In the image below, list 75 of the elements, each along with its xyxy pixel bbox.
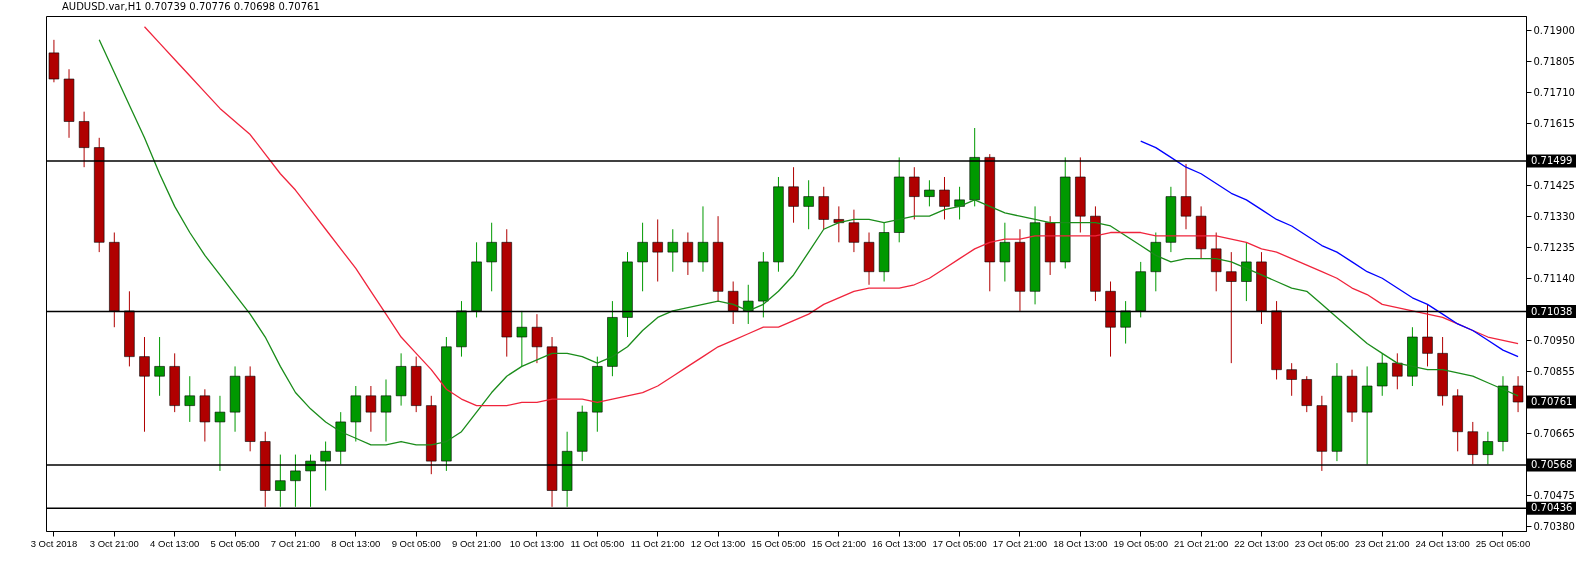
candlestick bbox=[531, 313, 543, 364]
y-tick-label: 0.71900 bbox=[1533, 24, 1575, 36]
x-tick-label: 8 Oct 13:00 bbox=[331, 537, 381, 549]
y-tick-label: 0.70475 bbox=[1533, 489, 1575, 501]
line-series bbox=[1140, 140, 1519, 358]
candlestick bbox=[788, 166, 799, 224]
x-tick-label: 25 Oct 05:00 bbox=[1475, 537, 1531, 549]
x-tick-label: 12 Oct 13:00 bbox=[690, 537, 746, 549]
y-tick-label: 0.71710 bbox=[1533, 86, 1575, 98]
candlestick bbox=[682, 232, 694, 276]
candlestick bbox=[818, 186, 829, 230]
x-tick-label: 24 Oct 13:00 bbox=[1415, 537, 1470, 549]
candlestick bbox=[486, 222, 497, 292]
candlestick bbox=[1210, 232, 1222, 292]
x-tick-label: 23 Oct 05:00 bbox=[1294, 537, 1350, 549]
x-tick-label: 9 Oct 05:00 bbox=[391, 537, 441, 549]
candlestick bbox=[667, 228, 678, 273]
y-tick-label: 0.70950 bbox=[1533, 334, 1575, 346]
x-tick-label: 4 Oct 13:00 bbox=[150, 537, 200, 549]
ref-line-label: 0.71038 bbox=[1531, 305, 1573, 317]
candlestick bbox=[1512, 375, 1524, 413]
y-tick-label: 0.71330 bbox=[1533, 210, 1575, 222]
x-tick-label: 3 Oct 2018 bbox=[30, 537, 78, 549]
x-tick-label: 7 Oct 21:00 bbox=[270, 537, 320, 549]
candlestick bbox=[637, 222, 648, 292]
x-tick-label: 15 Oct 05:00 bbox=[751, 537, 806, 549]
ref-line-label: 0.71499 bbox=[1531, 155, 1573, 166]
y-tick-label: 0.71235 bbox=[1533, 241, 1575, 253]
candlestick bbox=[803, 179, 814, 230]
y-tick-label: 0.71805 bbox=[1533, 55, 1575, 67]
candlestick bbox=[1241, 241, 1252, 302]
x-tick-label: 11 Oct 21:00 bbox=[630, 537, 685, 549]
candlestick bbox=[999, 222, 1011, 282]
text: 0.70761 bbox=[1531, 396, 1573, 408]
x-tick-label: 17 Oct 21:00 bbox=[992, 537, 1048, 549]
candlestick bbox=[833, 205, 845, 243]
x-tick-label: 10 Oct 13:00 bbox=[509, 537, 565, 549]
y-tick-label: 0.71425 bbox=[1533, 179, 1575, 191]
candlestick bbox=[954, 186, 965, 220]
candlestick bbox=[139, 336, 150, 433]
candlestick bbox=[184, 375, 195, 423]
x-tick-label: 17 Oct 05:00 bbox=[932, 537, 987, 549]
x-tick-label: 15 Oct 21:00 bbox=[811, 537, 867, 549]
candlestick bbox=[365, 385, 377, 433]
ref-line-label: 0.70568 bbox=[1531, 459, 1573, 471]
candlestick bbox=[1392, 352, 1403, 390]
x-tick-label: 21 Oct 21:00 bbox=[1173, 537, 1229, 549]
candlestick bbox=[380, 378, 392, 443]
candlestick bbox=[154, 336, 165, 397]
chart-title: AUDUSD.var,H1 0.70739 0.70776 0.70698 0.70761 bbox=[62, 1, 320, 12]
x-tick-label: 18 Oct 13:00 bbox=[1053, 537, 1108, 549]
candlestick bbox=[1377, 352, 1388, 397]
line-series bbox=[143, 26, 1519, 407]
y-tick-label: 0.70665 bbox=[1533, 427, 1575, 439]
candlestick bbox=[939, 176, 950, 220]
y-tick-label: 0.71615 bbox=[1533, 117, 1575, 129]
y-tick-label: 0.71140 bbox=[1533, 272, 1575, 284]
candlestick bbox=[697, 205, 709, 273]
candlestick bbox=[1180, 163, 1192, 230]
x-tick-label: 19 Oct 05:00 bbox=[1113, 537, 1168, 549]
candlestick bbox=[909, 166, 920, 220]
ref-line-label: 0.70436 bbox=[1531, 502, 1573, 514]
y-tick-label: 0.70380 bbox=[1533, 520, 1575, 532]
x-tick-label: 11 Oct 05:00 bbox=[570, 537, 625, 549]
candlestick bbox=[1286, 362, 1297, 397]
x-tick-label: 3 Oct 21:00 bbox=[89, 537, 139, 549]
x-tick-label: 9 Oct 21:00 bbox=[452, 537, 502, 549]
x-tick-label: 23 Oct 21:00 bbox=[1355, 537, 1410, 549]
candlestick bbox=[652, 218, 663, 282]
x-tick-label: 22 Oct 13:00 bbox=[1234, 537, 1289, 549]
x-tick-label: 16 Oct 13:00 bbox=[872, 537, 927, 549]
candlestick bbox=[924, 179, 935, 207]
candlestick bbox=[848, 209, 860, 253]
x-tick-label: 5 Oct 05:00 bbox=[210, 537, 260, 549]
y-tick-label: 0.70855 bbox=[1533, 365, 1575, 377]
